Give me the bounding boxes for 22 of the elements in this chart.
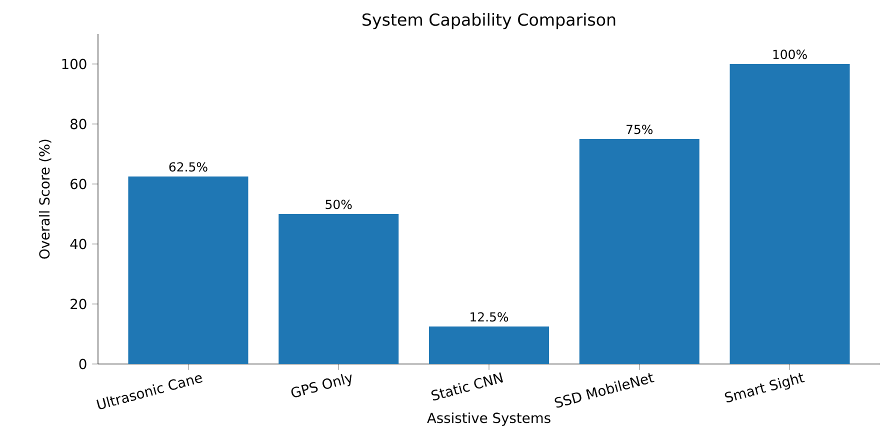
data-label: 50% (326, 200, 352, 210)
bar (579, 138, 700, 364)
bar (128, 176, 248, 364)
data-label: 12.5% (470, 312, 508, 322)
x-tick-label: Smart Sight (724, 373, 805, 402)
data-label: 75% (626, 124, 653, 134)
x-tick-label: GPS Only (291, 374, 352, 398)
y-tick-label: 40 (70, 238, 86, 250)
data-label: 100% (773, 50, 807, 60)
y-axis-title: Overall Score (%) (38, 140, 52, 259)
y-tick-label: 60 (70, 178, 86, 190)
y-tick-label: 80 (70, 118, 86, 130)
bar (730, 64, 850, 364)
y-tick-label: 0 (79, 358, 86, 370)
data-label: 62.5% (169, 162, 208, 172)
x-tick-label: Static CNN (431, 372, 503, 400)
y-tick-label: 20 (70, 298, 86, 310)
y-tick-label: 100 (62, 58, 86, 70)
bar (429, 326, 549, 364)
chart-title: System Capability Comparison (362, 13, 616, 30)
bar (278, 214, 399, 364)
x-axis-title: Assistive Systems (427, 412, 550, 426)
